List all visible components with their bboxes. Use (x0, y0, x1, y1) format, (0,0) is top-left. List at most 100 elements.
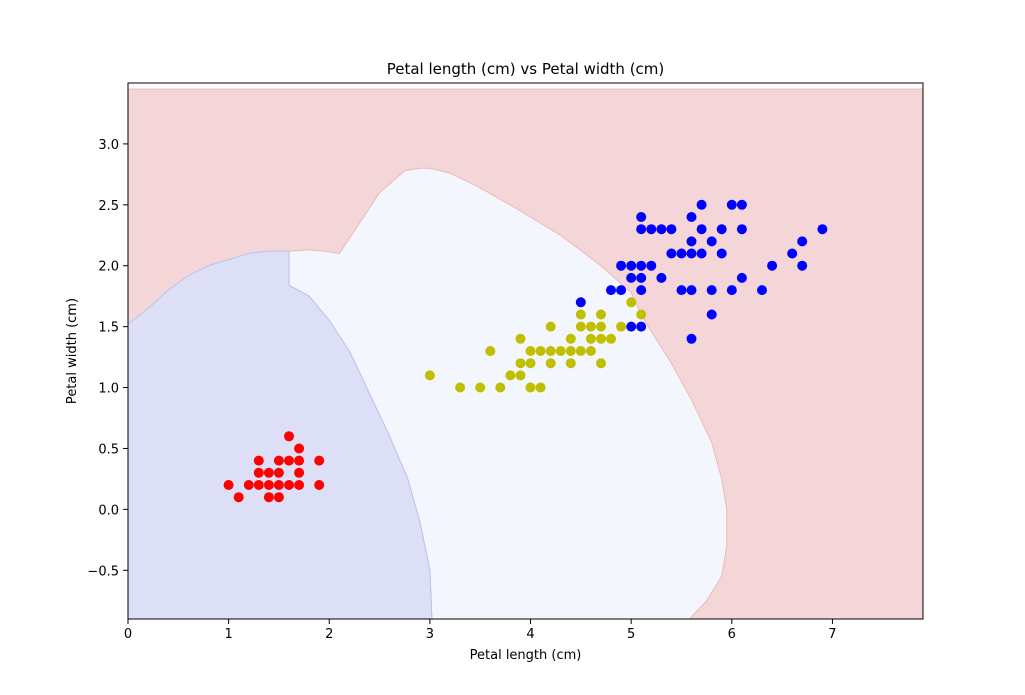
data-point-series-3 (696, 248, 707, 259)
data-point-series-1 (223, 480, 234, 490)
data-point-series-1 (314, 480, 325, 490)
data-point-series-1 (273, 492, 284, 503)
data-point-series-1 (273, 455, 284, 466)
data-point-series-3 (817, 224, 828, 235)
data-point-series-3 (787, 248, 798, 259)
decision-region-3 (128, 250, 433, 619)
data-point-series-1 (294, 455, 305, 466)
data-point-series-3 (646, 224, 657, 235)
y-tick-label: −0.5 (87, 564, 119, 579)
data-point-series-2 (545, 321, 556, 332)
decision-regions (128, 88, 923, 619)
data-point-series-3 (706, 285, 717, 296)
data-point-series-3 (706, 236, 717, 247)
data-point-series-2 (585, 321, 596, 332)
data-point-series-3 (676, 285, 687, 296)
data-point-series-2 (575, 309, 586, 320)
data-point-series-2 (545, 346, 556, 356)
data-point-series-2 (545, 358, 556, 369)
data-point-series-3 (706, 309, 717, 320)
data-point-series-3 (686, 212, 697, 222)
data-point-series-1 (273, 467, 284, 478)
data-point-series-2 (505, 370, 516, 381)
data-point-series-2 (525, 346, 536, 356)
x-tick-label: 0 (124, 627, 132, 642)
data-point-series-2 (565, 358, 576, 369)
y-tick-label: 1.5 (98, 321, 119, 336)
data-point-series-2 (606, 333, 616, 344)
data-point-series-3 (636, 212, 647, 222)
y-axis: −0.5 0.0 0.5 1.0 1.5 2.0 2.5 3.0 (87, 138, 128, 579)
data-point-series-3 (616, 285, 627, 296)
data-point-series-2 (596, 309, 606, 320)
y-tick-label: 3.0 (98, 138, 119, 153)
x-axis-label: Petal length (cm) (470, 648, 582, 663)
data-point-series-2 (565, 333, 576, 344)
data-point-series-3 (666, 248, 677, 259)
data-point-series-3 (686, 333, 697, 344)
data-point-series-2 (535, 382, 546, 393)
data-point-series-1 (284, 455, 294, 466)
data-point-series-3 (656, 272, 667, 283)
data-point-series-3 (636, 285, 647, 296)
data-point-series-2 (626, 297, 637, 308)
data-point-series-2 (565, 346, 576, 356)
data-point-series-2 (585, 346, 596, 356)
data-point-series-3 (757, 285, 767, 296)
data-point-series-3 (686, 285, 697, 296)
data-point-series-2 (575, 321, 586, 332)
data-point-series-3 (736, 272, 747, 283)
data-point-series-2 (515, 358, 526, 369)
data-point-series-3 (736, 199, 747, 210)
data-point-series-2 (525, 358, 536, 369)
data-point-series-1 (273, 480, 284, 490)
data-point-series-3 (636, 321, 647, 332)
data-point-series-3 (797, 260, 808, 271)
y-tick-label: 1.0 (98, 382, 119, 397)
data-point-series-1 (233, 492, 244, 503)
y-tick-label: 0.0 (98, 503, 119, 518)
data-point-series-2 (495, 382, 506, 393)
data-point-series-3 (767, 260, 778, 271)
y-tick-label: 2.0 (98, 260, 119, 275)
data-point-series-3 (726, 285, 737, 296)
data-point-series-3 (626, 321, 637, 332)
data-point-series-2 (585, 333, 596, 344)
data-point-series-3 (716, 224, 727, 235)
data-point-series-2 (455, 382, 466, 393)
x-tick-label: 6 (728, 627, 736, 642)
y-tick-label: 2.5 (98, 199, 119, 214)
data-point-series-3 (797, 236, 808, 247)
data-point-series-1 (263, 492, 274, 503)
x-tick-label: 1 (224, 627, 232, 642)
x-tick-label: 5 (627, 627, 635, 642)
x-tick-label: 2 (325, 627, 333, 642)
data-point-series-3 (656, 224, 667, 235)
data-point-series-3 (616, 260, 627, 271)
data-point-series-3 (575, 297, 586, 308)
data-point-series-1 (294, 467, 305, 478)
data-point-series-3 (666, 224, 677, 235)
data-point-series-3 (636, 272, 647, 283)
y-axis-label: Petal width (cm) (65, 298, 80, 404)
data-point-series-1 (294, 480, 305, 490)
data-point-series-1 (253, 480, 264, 490)
data-point-series-2 (596, 333, 606, 344)
data-point-series-1 (294, 443, 305, 454)
data-point-series-2 (424, 370, 435, 381)
data-point-series-1 (263, 467, 274, 478)
data-point-series-2 (616, 321, 627, 332)
data-point-series-2 (596, 321, 606, 332)
data-point-series-3 (636, 260, 647, 271)
data-point-series-3 (646, 260, 657, 271)
data-point-series-2 (485, 346, 496, 356)
data-point-series-1 (263, 480, 274, 490)
data-point-series-3 (626, 260, 637, 271)
data-point-series-1 (253, 467, 264, 478)
data-point-series-3 (686, 236, 697, 247)
data-point-series-1 (284, 431, 294, 442)
data-point-series-3 (686, 248, 697, 259)
plot-frame (127, 82, 924, 620)
data-point-series-1 (284, 480, 294, 490)
